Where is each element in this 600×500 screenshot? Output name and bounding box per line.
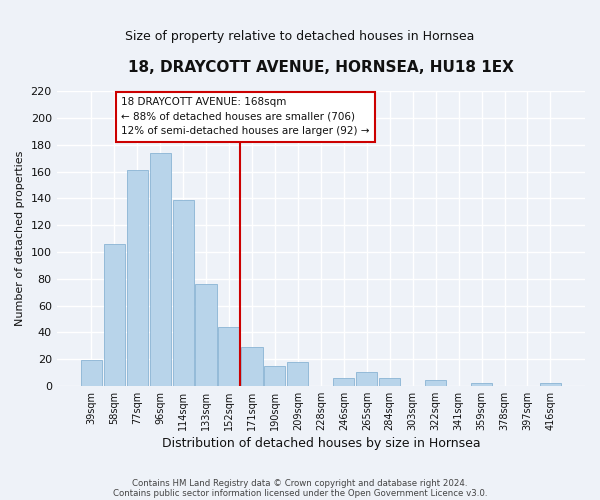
Bar [241, 347, 263, 386]
Bar [104, 244, 125, 386]
Text: 18 DRAYCOTT AVENUE: 168sqm
← 88% of detached houses are smaller (706)
12% of sem: 18 DRAYCOTT AVENUE: 168sqm ← 88% of deta… [121, 97, 370, 136]
Bar [379, 378, 400, 386]
Title: 18, DRAYCOTT AVENUE, HORNSEA, HU18 1EX: 18, DRAYCOTT AVENUE, HORNSEA, HU18 1EX [128, 60, 514, 75]
Bar [173, 200, 194, 386]
Bar [149, 153, 170, 386]
Bar [287, 362, 308, 386]
Bar [80, 360, 102, 386]
Bar [127, 170, 148, 386]
Text: Size of property relative to detached houses in Hornsea: Size of property relative to detached ho… [125, 30, 475, 43]
X-axis label: Distribution of detached houses by size in Hornsea: Distribution of detached houses by size … [161, 437, 480, 450]
Bar [471, 383, 492, 386]
Text: Contains HM Land Registry data © Crown copyright and database right 2024.: Contains HM Land Registry data © Crown c… [132, 478, 468, 488]
Text: Contains public sector information licensed under the Open Government Licence v3: Contains public sector information licen… [113, 488, 487, 498]
Bar [218, 327, 239, 386]
Y-axis label: Number of detached properties: Number of detached properties [15, 151, 25, 326]
Bar [196, 284, 217, 386]
Bar [356, 372, 377, 386]
Bar [425, 380, 446, 386]
Bar [333, 378, 355, 386]
Bar [540, 383, 561, 386]
Bar [265, 366, 286, 386]
